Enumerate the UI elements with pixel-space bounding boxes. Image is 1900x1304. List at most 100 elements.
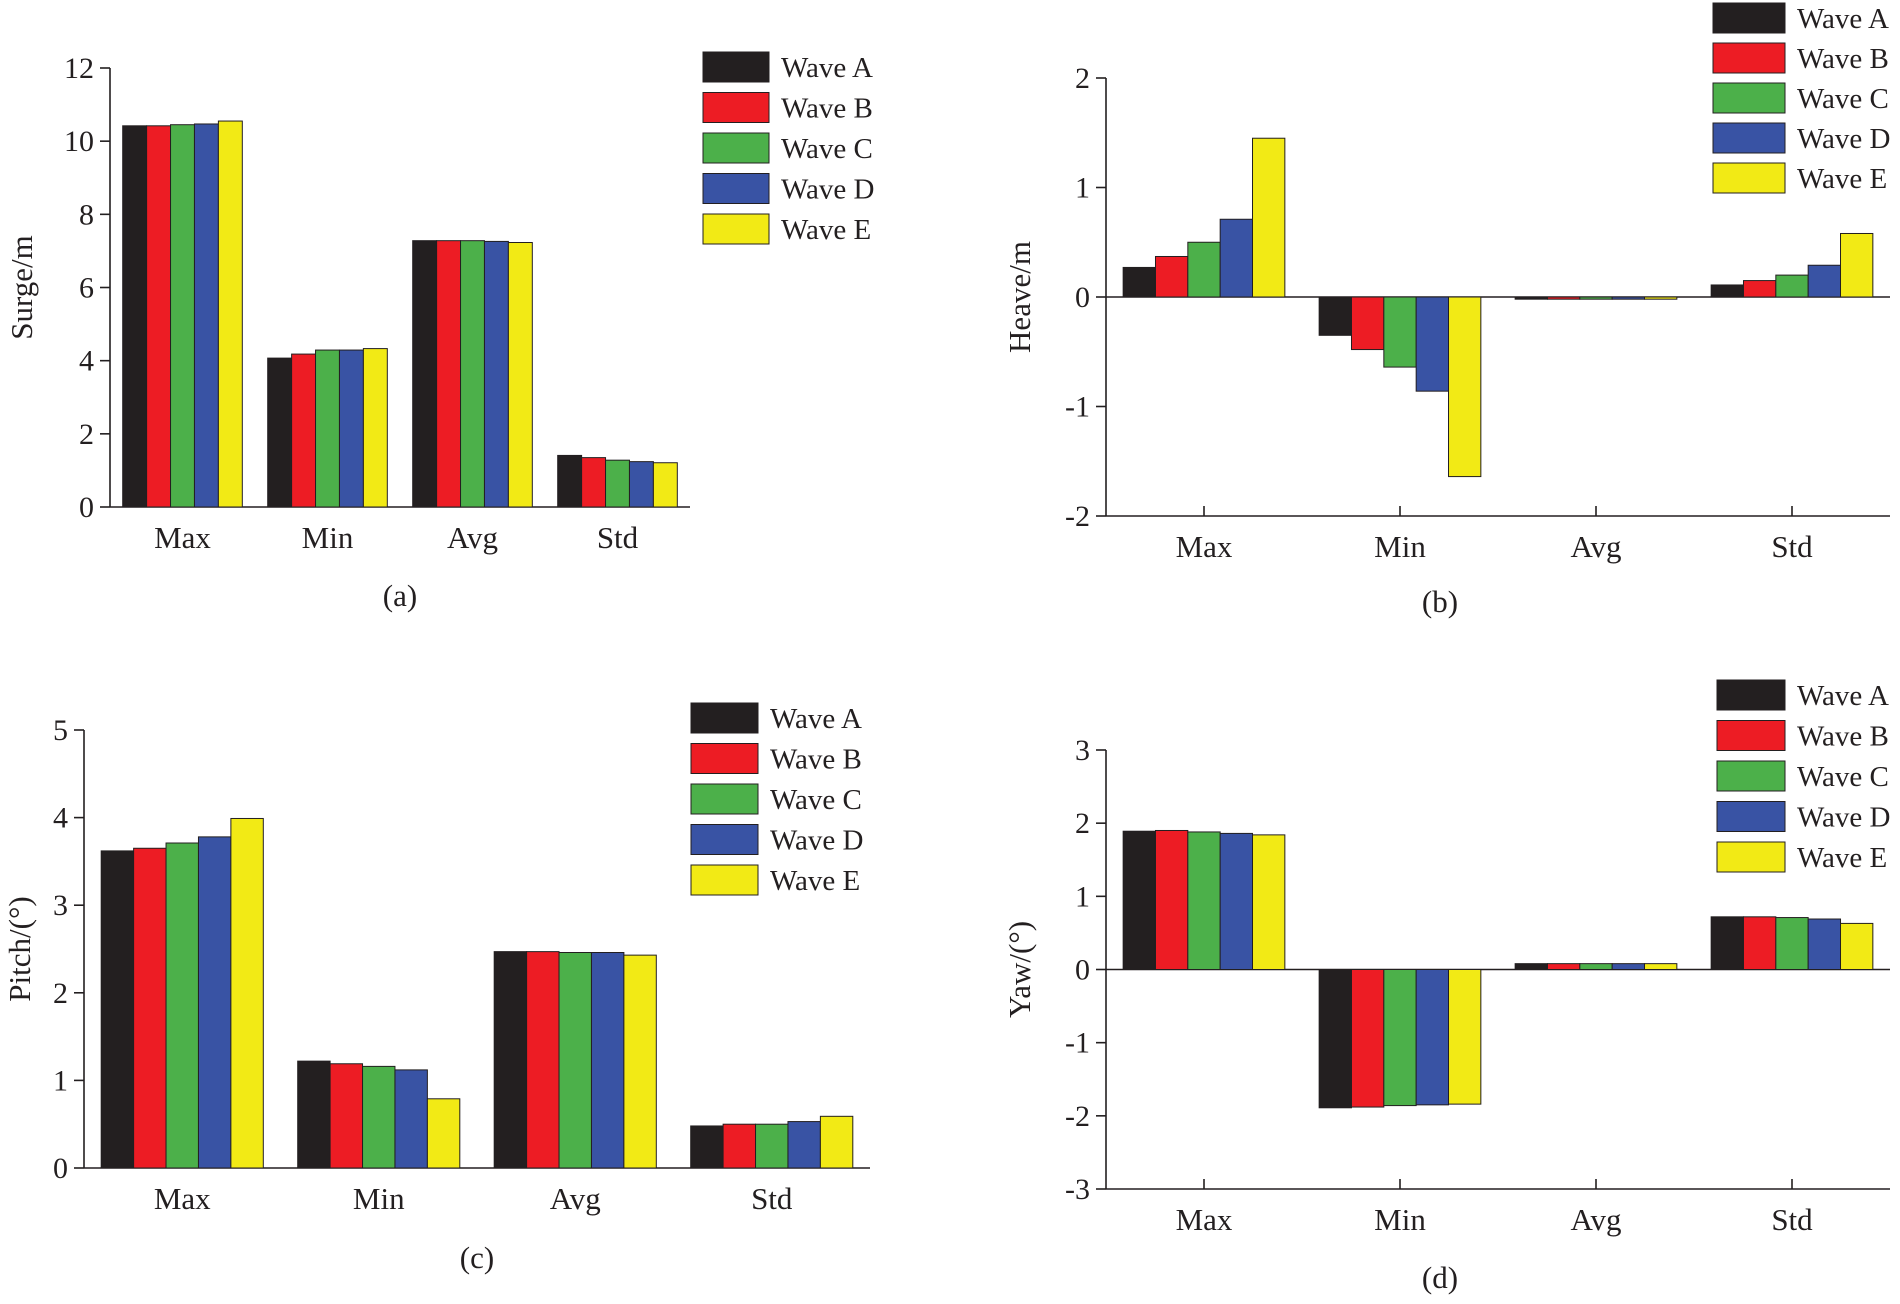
bar-wave-c-std	[1775, 917, 1809, 971]
bar-wave-c-max	[170, 124, 195, 508]
legend-label: Wave C	[770, 784, 862, 816]
bar-wave-e-min	[426, 1098, 461, 1169]
bar-wave-b-min	[291, 353, 317, 508]
bar-wave-b-max	[1154, 255, 1189, 298]
legend-label: Wave E	[1797, 163, 1887, 195]
bar-wave-e-std	[819, 1115, 854, 1169]
legend-label: Wave A	[781, 52, 873, 84]
chart-panel-a: 0 2 4 6 8 10 12 Max Min Avg Std Surge/m Wave A Wave B…	[4, 51, 875, 613]
legend-swatch	[702, 213, 770, 245]
bar-wave-a-max	[100, 850, 135, 1169]
legend-swatch	[1712, 162, 1786, 194]
bar-wave-b-min	[1350, 969, 1385, 1108]
panel-caption: (d)	[1422, 1260, 1458, 1295]
legend-swatch	[1712, 122, 1786, 154]
x-tick-label: Avg	[1570, 529, 1621, 564]
bar-wave-b-min	[1350, 296, 1385, 351]
legend-swatch	[702, 92, 770, 123]
x-tick-label: Max	[154, 1181, 211, 1216]
bar-wave-a-min	[267, 357, 293, 508]
bar-wave-e-std	[652, 462, 678, 508]
y-tick-label: 3	[1075, 734, 1090, 767]
y-tick-label: -2	[1065, 500, 1090, 533]
x-tick-label: Std	[751, 1181, 793, 1216]
bar-wave-b-avg	[436, 240, 462, 508]
legend-label: Wave C	[1797, 761, 1889, 793]
bar-wave-b-max	[1154, 829, 1189, 970]
legend-swatch	[1712, 2, 1786, 34]
y-tick-label: 10	[64, 125, 94, 158]
bar-wave-b-avg	[526, 951, 560, 1169]
legend-swatch	[690, 743, 759, 774]
legend-label: Wave D	[781, 174, 875, 206]
y-tick-label: 1	[53, 1064, 68, 1097]
bar-wave-c-avg	[460, 240, 485, 508]
bar-wave-b-avg	[1546, 296, 1581, 300]
legend-swatch	[1716, 720, 1786, 751]
bar-wave-e-max	[1252, 834, 1286, 971]
y-tick-label: 2	[53, 977, 68, 1010]
bar-wave-d-avg	[1611, 963, 1646, 971]
bar-wave-c-max	[165, 842, 199, 1169]
panel-caption: (c)	[460, 1240, 494, 1275]
legend: Wave A Wave B Wave C Wave D Wave E	[1716, 679, 1891, 874]
legend-label: Wave B	[1797, 721, 1889, 753]
y-axis-title: Yaw/(°)	[1002, 921, 1037, 1018]
bar-wave-a-avg	[412, 240, 438, 508]
legend: Wave A Wave B Wave C Wave D Wave E	[702, 51, 875, 246]
bar-wave-c-max	[1187, 831, 1221, 970]
bar-wave-c-min	[1383, 296, 1417, 368]
bar-wave-c-max	[1187, 241, 1221, 298]
legend-label: Wave E	[781, 214, 871, 246]
x-tick-label: Min	[353, 1181, 405, 1216]
x-tick-label: Std	[597, 520, 639, 555]
bar-wave-e-avg	[1644, 963, 1678, 971]
bar-wave-c-avg	[558, 952, 592, 1169]
y-tick-label: -1	[1065, 1027, 1090, 1060]
bar-wave-a-std	[690, 1125, 724, 1169]
legend-swatch	[1716, 760, 1786, 792]
legend-swatch	[690, 824, 759, 855]
x-tick-label: Max	[154, 520, 211, 555]
legend: Wave A Wave B Wave C Wave D Wave E	[690, 702, 864, 897]
x-tick-label: Avg	[447, 520, 498, 555]
legend-swatch	[1716, 841, 1786, 873]
bar-wave-c-std	[1775, 274, 1809, 298]
legend-swatch	[690, 864, 759, 896]
x-tick-label: Max	[1176, 529, 1233, 564]
bar-wave-a-min	[1318, 969, 1352, 1109]
x-tick-label: Min	[302, 520, 354, 555]
bar-wave-e-max	[217, 120, 243, 508]
y-tick-label: 1	[1075, 880, 1090, 913]
x-tick-label: Max	[1176, 1202, 1233, 1237]
bar-wave-b-std	[722, 1123, 757, 1169]
bar-wave-c-min	[362, 1065, 396, 1169]
bar-wave-a-avg	[493, 951, 528, 1169]
legend-label: Wave E	[1797, 842, 1887, 874]
bar-wave-b-std	[581, 457, 607, 508]
bar-wave-d-avg	[590, 952, 625, 1169]
legend-swatch	[702, 173, 770, 204]
legend-label: Wave E	[770, 865, 860, 897]
bar-wave-d-std	[1807, 918, 1842, 971]
bar-wave-b-min	[329, 1063, 364, 1169]
legend-label: Wave A	[1797, 3, 1889, 35]
y-tick-label: 0	[79, 491, 94, 524]
y-tick-label: -2	[1065, 1100, 1090, 1133]
y-tick-label: 1	[1075, 172, 1090, 205]
y-tick-label: 6	[79, 272, 94, 305]
bar-wave-d-max	[197, 836, 232, 1169]
y-axis-title: Heave/m	[1002, 241, 1037, 353]
bar-wave-a-avg	[1514, 963, 1548, 971]
y-tick-label: 0	[1075, 954, 1090, 987]
bar-wave-e-max	[1252, 137, 1286, 298]
bar-wave-a-std	[1710, 916, 1744, 971]
bar-wave-a-max	[1122, 830, 1156, 971]
bar-wave-b-std	[1742, 280, 1777, 298]
bar-wave-c-avg	[1579, 296, 1613, 300]
bar-wave-a-avg	[1514, 296, 1548, 300]
